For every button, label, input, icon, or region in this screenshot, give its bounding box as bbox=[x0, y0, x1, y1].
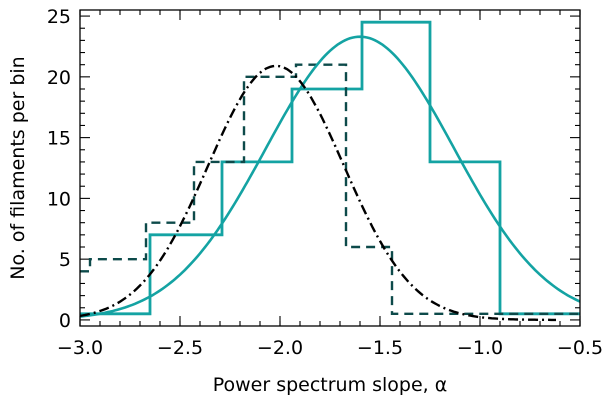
x-tick-label: −1.0 bbox=[457, 337, 503, 359]
ticks-layer: −3.0 −2.5 −2.0 −1.5 −1.0 −0.5 0 5 10 15 20 25 bbox=[47, 6, 603, 359]
x-tick-label: −1.5 bbox=[357, 337, 403, 359]
y-tick-label: 0 bbox=[59, 310, 71, 332]
histogram-steps-solid-series bbox=[80, 20, 580, 316]
y-tick-label: 5 bbox=[59, 249, 71, 271]
x-tick-label: −3.0 bbox=[57, 337, 103, 359]
x-tick-label: −0.5 bbox=[557, 337, 603, 359]
plot-frame bbox=[79, 9, 581, 327]
x-axis-title: Power spectrum slope, α bbox=[213, 374, 448, 396]
y-axis-title: No. of filaments per bin bbox=[7, 56, 29, 279]
y-tick-label: 10 bbox=[47, 188, 71, 210]
x-tick-label: −2.5 bbox=[157, 337, 203, 359]
series-layer bbox=[79, 20, 581, 322]
gaussian-fit-solid-series bbox=[79, 35, 581, 318]
x-tick-label: −2.0 bbox=[257, 337, 303, 359]
y-tick-label: 25 bbox=[47, 6, 71, 28]
y-tick-label: 20 bbox=[47, 67, 71, 89]
histogram-steps-dashed-series bbox=[80, 63, 580, 315]
gaussian-fit-dash-dot-series bbox=[79, 64, 556, 322]
y-tick-label: 15 bbox=[47, 128, 71, 150]
